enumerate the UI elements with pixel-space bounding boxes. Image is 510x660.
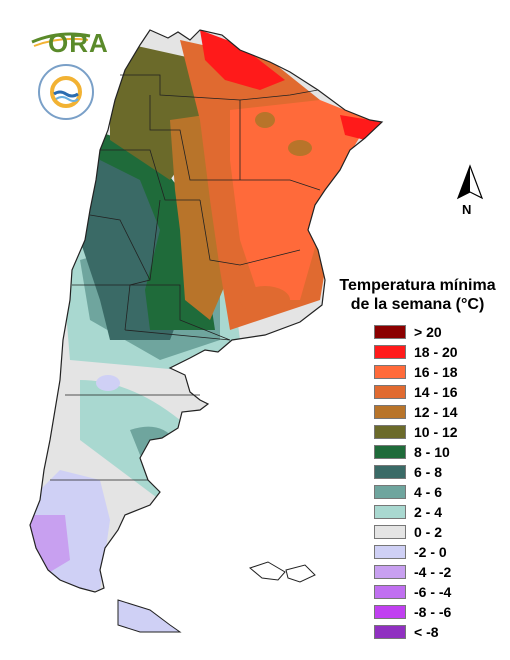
legend-label: 16 - 18 xyxy=(414,364,458,380)
legend-item: > 20 xyxy=(374,322,505,342)
legend-label: < -8 xyxy=(414,624,439,640)
ora-logo-text: ORA xyxy=(48,28,109,58)
legend-label: 2 - 4 xyxy=(414,504,443,520)
north-arrow-icon xyxy=(456,164,484,200)
legend-swatch xyxy=(374,565,406,579)
legend-item: -4 - -2 xyxy=(374,562,505,582)
legend-swatch xyxy=(374,425,406,439)
legend-rows: > 20 18 - 20 16 - 18 14 - 16 12 - 14 10 - 12 8… xyxy=(330,322,505,642)
north-label: N xyxy=(462,202,472,217)
legend-item: -8 - -6 xyxy=(374,602,505,622)
legend-swatch xyxy=(374,445,406,459)
legend-title-line1: Temperatura mínima xyxy=(339,277,496,294)
legend-item: 18 - 20 xyxy=(374,342,505,362)
legend-label: 10 - 12 xyxy=(414,424,458,440)
legend-swatch xyxy=(374,385,406,399)
legend-title: Temperatura mínima de la semana (°C) xyxy=(330,276,505,314)
legend-label: 14 - 16 xyxy=(414,384,458,400)
legend-swatch xyxy=(374,485,406,499)
legend-item: < -8 xyxy=(374,622,505,642)
ora-logo xyxy=(31,32,91,47)
smn-logo xyxy=(38,64,94,120)
legend-item: 6 - 8 xyxy=(374,462,505,482)
legend-swatch xyxy=(374,605,406,619)
legend-swatch xyxy=(374,405,406,419)
legend-item: 16 - 18 xyxy=(374,362,505,382)
legend-label: 12 - 14 xyxy=(414,404,458,420)
legend-label: -6 - -4 xyxy=(414,584,452,600)
legend-swatch xyxy=(374,625,406,639)
legend-label: 8 - 10 xyxy=(414,444,450,460)
legend-swatch xyxy=(374,585,406,599)
legend-title-line2: de la semana (°C) xyxy=(350,296,485,313)
legend-swatch xyxy=(374,365,406,379)
legend-label: -2 - 0 xyxy=(414,544,447,560)
legend-swatch xyxy=(374,325,406,339)
legend-item: 10 - 12 xyxy=(374,422,505,442)
legend-item: -6 - -4 xyxy=(374,582,505,602)
legend-swatch xyxy=(374,345,406,359)
legend-item: 14 - 16 xyxy=(374,382,505,402)
legend-label: 4 - 6 xyxy=(414,484,443,500)
legend-swatch xyxy=(374,545,406,559)
malvinas-islands xyxy=(248,561,316,583)
legend-label: -4 - -2 xyxy=(414,564,452,580)
legend-item: 4 - 6 xyxy=(374,482,505,502)
legend: Temperatura mínima de la semana (°C) > 2… xyxy=(330,276,505,642)
legend-label: 6 - 8 xyxy=(414,464,443,480)
province-boundaries xyxy=(29,29,384,593)
legend-item: 12 - 14 xyxy=(374,402,505,422)
legend-item: 2 - 4 xyxy=(374,502,505,522)
legend-item: -2 - 0 xyxy=(374,542,505,562)
legend-item: 0 - 2 xyxy=(374,522,505,542)
legend-label: -8 - -6 xyxy=(414,604,452,620)
legend-swatch xyxy=(374,525,406,539)
legend-swatch xyxy=(374,505,406,519)
legend-label: > 20 xyxy=(414,324,442,340)
tierra-del-fuego xyxy=(117,599,182,633)
legend-swatch xyxy=(374,465,406,479)
legend-label: 18 - 20 xyxy=(414,344,458,360)
legend-label: 0 - 2 xyxy=(414,524,443,540)
legend-item: 8 - 10 xyxy=(374,442,505,462)
